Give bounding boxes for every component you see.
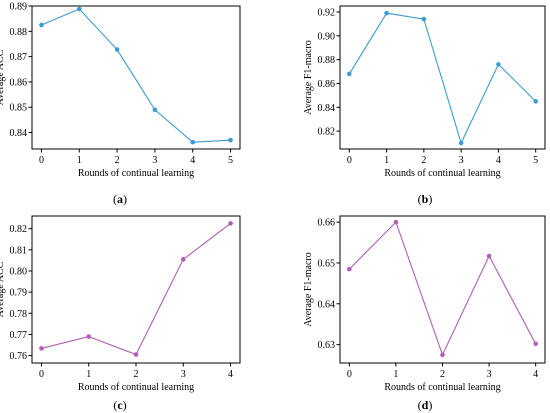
y-tick-label-b-0: 0.82 xyxy=(318,127,336,138)
plot-frame-d xyxy=(339,215,546,364)
x-tick-label-d-0: 0 xyxy=(347,369,352,380)
data-point-d-2 xyxy=(440,352,445,358)
data-point-a-2 xyxy=(114,47,120,52)
y-tick-label-c-4: 0.80 xyxy=(10,266,28,277)
x-axis-label-d: Rounds of continual learning xyxy=(384,382,500,393)
data-point-b-0 xyxy=(347,71,352,77)
data-point-c-3 xyxy=(180,257,186,262)
data-point-a-4 xyxy=(190,139,196,145)
panel-label-d: (d) xyxy=(418,398,433,412)
x-tick-label-c-4: 4 xyxy=(228,369,233,380)
x-tick-label-a-4: 4 xyxy=(190,155,195,166)
series-line-d xyxy=(348,221,537,357)
data-point-b-4 xyxy=(496,62,501,67)
panel-label-c: (c) xyxy=(113,398,126,412)
data-point-d-0 xyxy=(347,266,352,272)
y-tick-label-d-3: 0.66 xyxy=(318,218,336,229)
x-tick-label-b-1: 1 xyxy=(384,155,389,166)
y-axis-label-d: Average F1-macro xyxy=(303,252,314,327)
data-point-b-1 xyxy=(384,10,389,16)
data-point-c-1 xyxy=(86,334,92,339)
data-point-d-3 xyxy=(486,253,492,259)
data-point-c-2 xyxy=(133,352,139,357)
series-line-c xyxy=(41,222,231,356)
y-tick-label-d-0: 0.63 xyxy=(318,340,336,351)
y-tick-label-d-1: 0.64 xyxy=(318,299,336,310)
chart-panel-c: 0 1 2 3 4 0.76 0.77 0.78 0.79 0.80 0.81 0.82 Rounds … xyxy=(0,215,241,412)
data-point-a-5 xyxy=(228,137,233,143)
data-point-a-1 xyxy=(76,6,82,12)
y-tick-label-b-3: 0.88 xyxy=(318,55,336,66)
x-tick-label-a-0: 0 xyxy=(39,155,44,166)
y-axis-label-a: Average ACC xyxy=(0,49,6,105)
chart-panel-b: 0 1 2 3 4 5 0.82 0.84 0.86 0.88 0.90 0.92 Rounds of … xyxy=(303,5,546,206)
data-point-b-2 xyxy=(421,16,427,22)
x-tick-label-b-2: 2 xyxy=(421,155,426,166)
chart-panel-a: 0 1 2 3 4 5 0.84 0.85 0.86 0.87 0.88 0.89 Rounds of … xyxy=(0,2,241,206)
data-point-b-5 xyxy=(533,99,538,104)
data-point-d-1 xyxy=(393,219,399,225)
plot-frame-a xyxy=(31,5,241,150)
x-tick-label-a-5: 5 xyxy=(228,155,233,166)
y-tick-label-c-1: 0.77 xyxy=(10,330,28,341)
y-tick-label-d-2: 0.65 xyxy=(318,258,336,269)
y-tick-label-a-3: 0.87 xyxy=(10,52,28,63)
data-point-a-0 xyxy=(39,22,44,28)
x-tick-label-c-0: 0 xyxy=(39,369,44,380)
plot-frame-b xyxy=(339,5,546,150)
data-point-c-4 xyxy=(228,221,233,226)
series-line-b xyxy=(348,12,537,145)
x-tick-label-b-3: 3 xyxy=(459,155,464,166)
panel-label-a: (a) xyxy=(113,192,127,206)
x-tick-label-a-1: 1 xyxy=(77,155,82,166)
x-tick-label-a-3: 3 xyxy=(152,155,157,166)
x-tick-label-b-4: 4 xyxy=(496,155,501,166)
x-axis-label-c: Rounds of continual learning xyxy=(78,382,194,393)
x-tick-label-c-1: 1 xyxy=(86,369,91,380)
x-axis-label-a: Rounds of continual learning xyxy=(78,168,194,179)
series-line-a xyxy=(41,8,231,143)
x-tick-label-a-2: 2 xyxy=(115,155,120,166)
data-point-a-3 xyxy=(152,107,158,113)
x-tick-label-d-3: 3 xyxy=(487,369,492,380)
x-tick-label-d-4: 4 xyxy=(533,369,538,380)
y-tick-label-c-3: 0.79 xyxy=(10,288,28,299)
data-point-c-0 xyxy=(39,346,44,351)
y-tick-label-c-0: 0.76 xyxy=(10,351,28,362)
y-tick-label-a-0: 0.84 xyxy=(10,128,28,139)
y-tick-label-c-6: 0.82 xyxy=(10,224,28,235)
x-tick-label-d-1: 1 xyxy=(393,369,398,380)
data-point-b-3 xyxy=(458,140,464,146)
plot-frame-c xyxy=(31,215,241,364)
x-tick-label-c-3: 3 xyxy=(181,369,186,380)
y-tick-label-b-5: 0.92 xyxy=(318,7,336,18)
y-tick-label-b-1: 0.84 xyxy=(318,103,336,114)
y-tick-label-b-4: 0.90 xyxy=(318,31,336,42)
x-tick-label-c-2: 2 xyxy=(134,369,139,380)
y-axis-label-b: Average F1-macro xyxy=(303,40,314,115)
x-axis-label-b: Rounds of continual learning xyxy=(384,168,500,179)
data-point-d-4 xyxy=(533,341,538,347)
y-tick-label-b-2: 0.86 xyxy=(318,79,336,90)
y-tick-label-a-4: 0.88 xyxy=(10,27,28,38)
y-tick-label-a-5: 0.89 xyxy=(10,2,28,13)
chart-panel-d: 0 1 2 3 4 0.63 0.64 0.65 0.66 Rounds of continual… xyxy=(303,215,546,412)
x-tick-label-d-2: 2 xyxy=(440,369,445,380)
panel-label-b: (b) xyxy=(418,192,433,206)
x-tick-label-b-0: 0 xyxy=(347,155,352,166)
y-axis-label-c: Average ACC xyxy=(0,261,6,317)
y-tick-label-a-1: 0.85 xyxy=(10,103,28,114)
y-tick-label-c-5: 0.81 xyxy=(10,245,28,256)
y-tick-label-a-2: 0.86 xyxy=(10,77,28,88)
y-tick-label-c-2: 0.78 xyxy=(10,309,28,320)
x-tick-label-b-5: 5 xyxy=(533,155,538,166)
